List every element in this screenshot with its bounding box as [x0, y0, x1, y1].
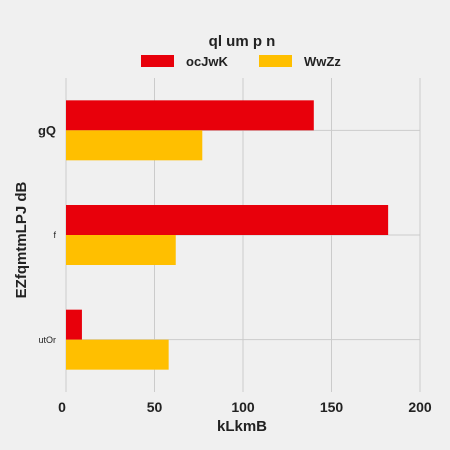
- y-tick-label: utOr: [38, 335, 56, 345]
- bar-wwzz-gq: [66, 130, 203, 161]
- bar-wwzz-f: [66, 235, 176, 265]
- x-axis-label: kLkmB: [217, 418, 267, 435]
- bar-wwzz-utor: [66, 339, 169, 370]
- chart-title: ql um p n: [209, 33, 276, 50]
- y-tick-label: f: [53, 230, 56, 240]
- legend-swatch-ocjwk: [141, 55, 174, 67]
- bars-layer: [66, 100, 389, 370]
- y-axis-label: EZfqmtmLPJ dB: [13, 182, 30, 299]
- x-tick-label: 150: [320, 399, 344, 415]
- x-tick-label: 50: [147, 399, 163, 415]
- bar-ocjwk-utor: [66, 309, 82, 340]
- legend-label-wwzz: WwZz: [304, 54, 341, 69]
- x-tick-labels: 0 50 100 150 200: [58, 399, 432, 415]
- x-tick-label: 0: [58, 399, 66, 415]
- y-tick-labels: gQ f utOr: [38, 123, 57, 345]
- legend-swatch-wwzz: [259, 55, 292, 67]
- bar-ocjwk-f: [66, 205, 389, 235]
- x-tick-label: 200: [408, 399, 432, 415]
- legend: ocJwK WwZz: [141, 54, 341, 69]
- x-tick-label: 100: [231, 399, 255, 415]
- y-tick-label: gQ: [38, 123, 56, 138]
- legend-label-ocjwk: ocJwK: [186, 54, 229, 69]
- bar-ocjwk-gq: [66, 100, 314, 131]
